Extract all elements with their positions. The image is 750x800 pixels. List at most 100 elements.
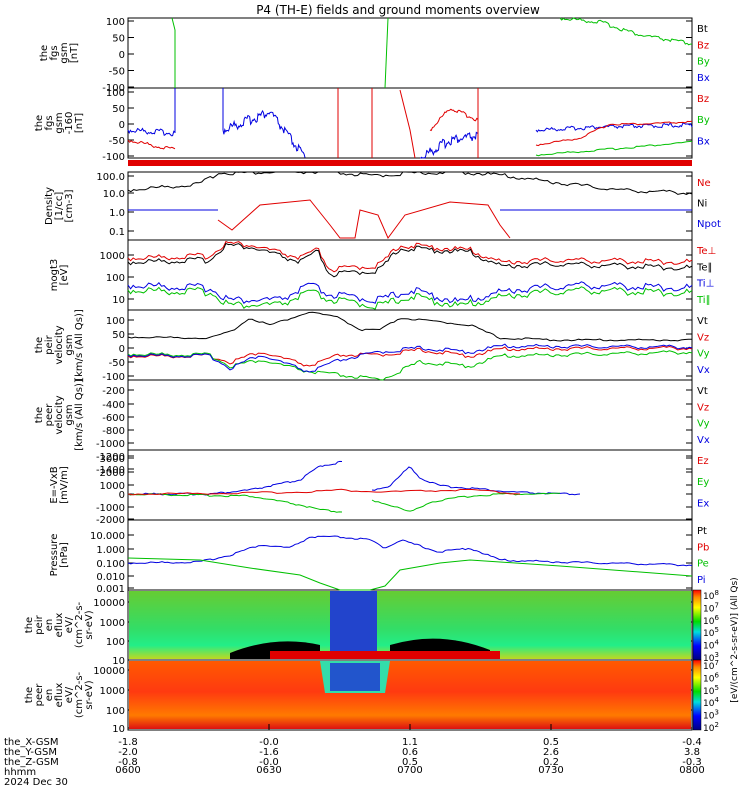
ylabel-line: eflux <box>54 683 65 708</box>
tick-exp: 5 <box>714 684 718 692</box>
trace-ey <box>371 492 561 512</box>
ytick-label: 0 <box>119 50 125 61</box>
colorbar-tick: 106 <box>703 671 719 684</box>
row-label: the_Y-GSM <box>4 747 57 758</box>
legend-entry: Ti∥ <box>696 295 711 306</box>
ytick-label: -50 <box>109 136 125 147</box>
legend-entry: Vy <box>697 349 710 360</box>
ylabel-line: peir <box>34 614 45 634</box>
ylabel-line: the <box>34 337 45 353</box>
panel-fgs-gsm-hpf: thefgsgsm-160[nT] 100 50 0 -50 -100 Bz By Bx <box>34 87 710 163</box>
tick-exp: 6 <box>714 614 719 622</box>
colorbar-tick: 103 <box>703 709 719 722</box>
panel-ylabel: mogt3[eV] <box>49 259 70 292</box>
ytick-label: 10000 <box>93 598 125 609</box>
legend-entry: Vz <box>697 402 709 413</box>
panel-frame <box>127 17 693 89</box>
ytick-label: 0 <box>119 344 125 355</box>
panel-ylabel: thepeirvelocitygsm[km/s (All Qs)] <box>34 309 85 381</box>
tick-exp: 4 <box>714 696 719 704</box>
panel-peir-velocity: thepeirvelocitygsm[km/s (All Qs)] 100 50 0 -… <box>34 309 710 383</box>
panel-ylabel: thepeirenefluxeV/(cm^2-s-sr-eV) <box>24 601 95 648</box>
panel-ylabel: E=-VxB[mV/m] <box>49 466 70 504</box>
ylabel-line: Pressure <box>49 534 60 577</box>
ylabel-line: peer <box>44 403 55 427</box>
legend-entry: Ez <box>697 456 709 467</box>
trace-ex <box>127 460 343 496</box>
ytick-label: 100 <box>106 88 125 99</box>
ytick-label: 100 <box>106 17 125 28</box>
xtick-label: 0700 <box>397 765 422 776</box>
ion-spectrogram-band <box>270 651 500 659</box>
ytick-label: 3000 <box>100 454 125 465</box>
ylabel-line: gsm <box>54 112 65 133</box>
ylabel-line: [eV] <box>59 265 70 286</box>
ylabel-line: peer <box>34 683 45 707</box>
colorbar-tick: 105 <box>703 626 719 639</box>
tick-base: 10 <box>703 629 715 639</box>
ephemeris-value: 3.8 <box>684 747 700 758</box>
ylabel-line: gsm <box>64 334 75 355</box>
ytick-label: 10 <box>112 295 125 306</box>
legend-entry: By <box>697 115 710 126</box>
panel-ylabel: Pressure[nPa] <box>49 534 70 577</box>
trace-pe <box>127 557 693 591</box>
panel-ylabel: Density[1/cc][cm-3] <box>44 187 75 225</box>
legend-entry: Bz <box>697 94 709 105</box>
trace-bz <box>399 89 416 159</box>
legend-entry: Te∥ <box>696 262 713 273</box>
tick-exp: 4 <box>714 639 719 647</box>
ephemeris-value: 1.1 <box>402 737 418 748</box>
ytick-label: -400 <box>102 400 125 411</box>
ytick-label: 1.0 <box>109 208 125 219</box>
ylabel-line: the <box>34 115 45 131</box>
legend-entry: Ni <box>697 199 707 210</box>
trace-vy <box>127 350 693 381</box>
trace-bz <box>535 120 693 147</box>
ephemeris-value: -0.4 <box>682 737 702 748</box>
ylabel-line: eflux <box>54 613 65 638</box>
trace-ey <box>127 493 343 513</box>
trace-bx <box>420 131 479 159</box>
trace-ni <box>127 171 693 195</box>
ylabel-line: the <box>34 407 45 423</box>
trace-ex <box>371 466 581 496</box>
tick-base: 10 <box>703 642 715 652</box>
colorbar-tick: 105 <box>703 684 719 697</box>
ylabel-line: sr-eV) <box>84 680 95 709</box>
colorbar-tick: 104 <box>703 639 719 652</box>
ylabel-line: sr-eV) <box>84 610 95 639</box>
ylabel-line: -160 <box>64 112 75 135</box>
ytick-label: -2000 <box>96 515 125 526</box>
trace-vt <box>127 311 692 342</box>
trace-tepar <box>127 242 693 278</box>
ytick-label: -200 <box>102 386 125 397</box>
ylabel-line: [nT] <box>69 43 80 63</box>
tick-exp: 3 <box>714 651 718 659</box>
legend-entry: Vt <box>697 316 708 327</box>
ytick-label: 100 <box>106 706 125 717</box>
legend-entry: Vy <box>697 419 710 430</box>
panel-ylabel: thefgsgsm[nT] <box>39 42 80 63</box>
ylabel-line: velocity <box>54 325 65 364</box>
ylabel-line: [1/cc] <box>54 192 65 221</box>
xtick-label: 0800 <box>679 765 704 776</box>
row-label: hhmm <box>4 767 36 778</box>
ylabel-line: Density <box>44 187 55 225</box>
ephemeris-value: -1.6 <box>259 747 279 758</box>
legend-entry: Bz <box>697 40 709 51</box>
ylabel-line: en <box>44 619 55 632</box>
trace-bz <box>429 108 479 132</box>
ylabel-line: the <box>24 687 35 703</box>
tick-exp: 7 <box>714 601 718 609</box>
tick-base: 10 <box>703 712 715 722</box>
row-label: 2024 Dec 30 <box>4 777 68 788</box>
ylabel-line: [mV/m] <box>59 466 70 504</box>
ytick-label: 100 <box>106 273 125 284</box>
ytick-label: 0.010 <box>96 572 125 583</box>
ylabel-line: E=-VxB <box>49 466 60 503</box>
colorbar-label: [eV/(cm^2-s-sr-eV)] (All Qs) <box>730 577 740 702</box>
legend-entry: Ti⊥ <box>696 279 714 290</box>
ytick-label: 10 <box>112 656 125 667</box>
